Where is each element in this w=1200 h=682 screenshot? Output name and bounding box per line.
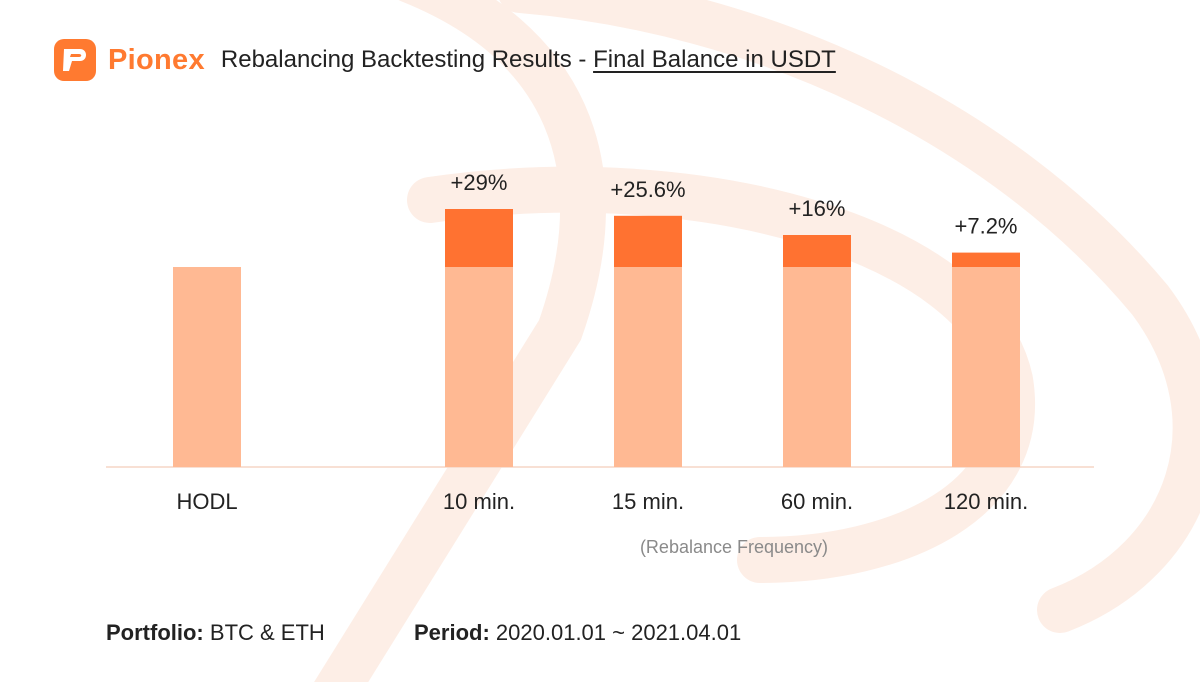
x-tick-label: 10 min.: [443, 489, 515, 514]
data-label: +7.2%: [955, 214, 1018, 239]
portfolio-value: BTC & ETH: [209, 620, 325, 645]
portfolio-caption: Portfolio: BTC & ETH: [106, 620, 325, 646]
x-axis-note: (Rebalance Frequency): [640, 537, 828, 557]
bar-base: [614, 267, 682, 467]
title-prefix: Rebalancing Backtesting Results -: [220, 46, 594, 73]
x-tick-label: 60 min.: [781, 489, 853, 514]
data-label: +29%: [451, 170, 508, 195]
period-value: 2020.01.01 ~ 2021.04.01: [495, 620, 742, 645]
header: Pionex Rebalancing Backtesting Results -…: [54, 38, 836, 82]
title-emphasis: Final Balance in USDT: [593, 46, 836, 73]
period-caption: Period: 2020.01.01 ~ 2021.04.01: [414, 620, 741, 646]
bar-gain: [783, 235, 851, 267]
period-label: Period:: [414, 620, 490, 645]
bar-base: [173, 267, 241, 467]
bar-base: [445, 267, 513, 467]
bar-base: [952, 267, 1020, 467]
bar-base: [783, 267, 851, 467]
page-title: Rebalancing Backtesting Results - Final …: [221, 46, 836, 74]
portfolio-label: Portfolio:: [106, 620, 204, 645]
x-tick-label: 120 min.: [944, 489, 1028, 514]
bar-gain: [952, 252, 1020, 267]
bar-gain: [445, 209, 513, 267]
data-label: +16%: [789, 196, 846, 221]
x-tick-label: HODL: [176, 489, 237, 514]
brand-name: Pionex: [108, 43, 205, 76]
bar-gain: [614, 215, 682, 267]
pionex-logo-icon: [54, 39, 96, 81]
x-tick-label: 15 min.: [612, 489, 684, 514]
data-label: +25.6%: [610, 177, 685, 202]
